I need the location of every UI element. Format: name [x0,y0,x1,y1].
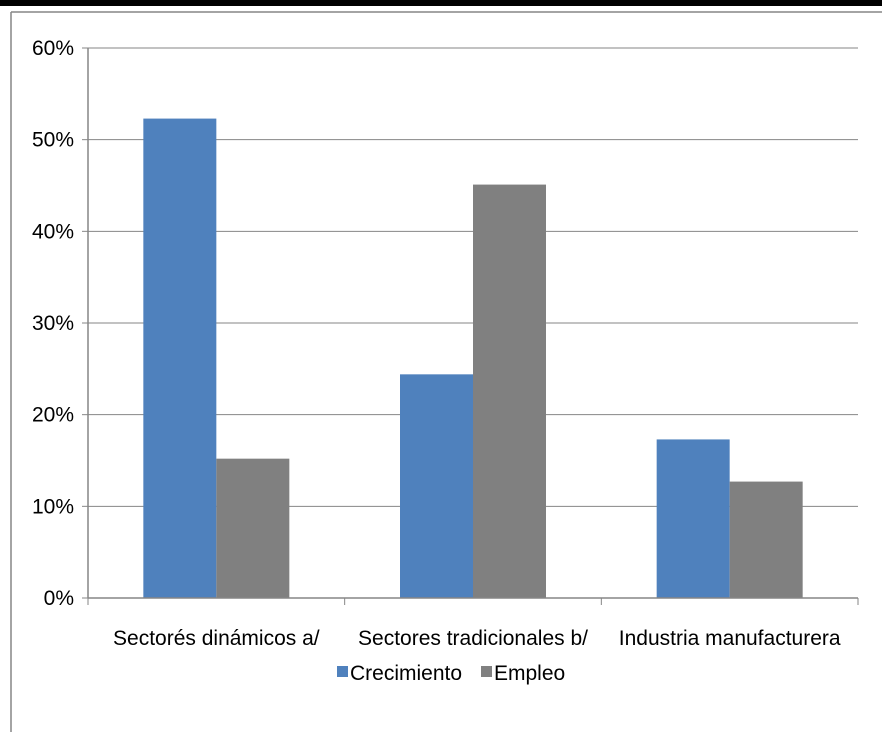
legend-label-empleo: Empleo [494,662,565,685]
title-strip [0,0,882,6]
bar-crecimiento [656,439,730,598]
y-tick-label: 30% [32,312,74,335]
x-category-label: Industria manufacturera [619,627,841,650]
y-tick-label: 0% [44,587,74,610]
bar-crecimiento [400,374,473,598]
x-category-labels: Sectorés dinámicos a/Sectores tradiciona… [113,627,841,650]
y-tick-label: 60% [32,37,74,60]
bar-crecimiento [143,118,217,598]
y-tick-label: 10% [32,495,74,518]
x-category-label: Sectores tradicionales b/ [358,627,588,650]
legend-swatch-empleo [481,666,492,677]
bar-empleo [473,184,546,599]
legend-swatch-crecimiento [337,666,348,677]
bar-empleo [729,481,803,598]
bar-empleo [216,458,290,598]
y-tick-label: 20% [32,404,74,427]
legend: Crecimiento Empleo [337,662,565,685]
legend-label-crecimiento: Crecimiento [350,662,462,685]
axes [87,48,859,605]
y-tick-label: 50% [32,129,74,152]
y-tick-label: 40% [32,220,74,243]
x-category-label: Sectorés dinámicos a/ [113,627,320,650]
bars [143,118,803,599]
y-tick-labels: 0% 10% 20% 30% 40% 50% 60% [32,37,74,610]
